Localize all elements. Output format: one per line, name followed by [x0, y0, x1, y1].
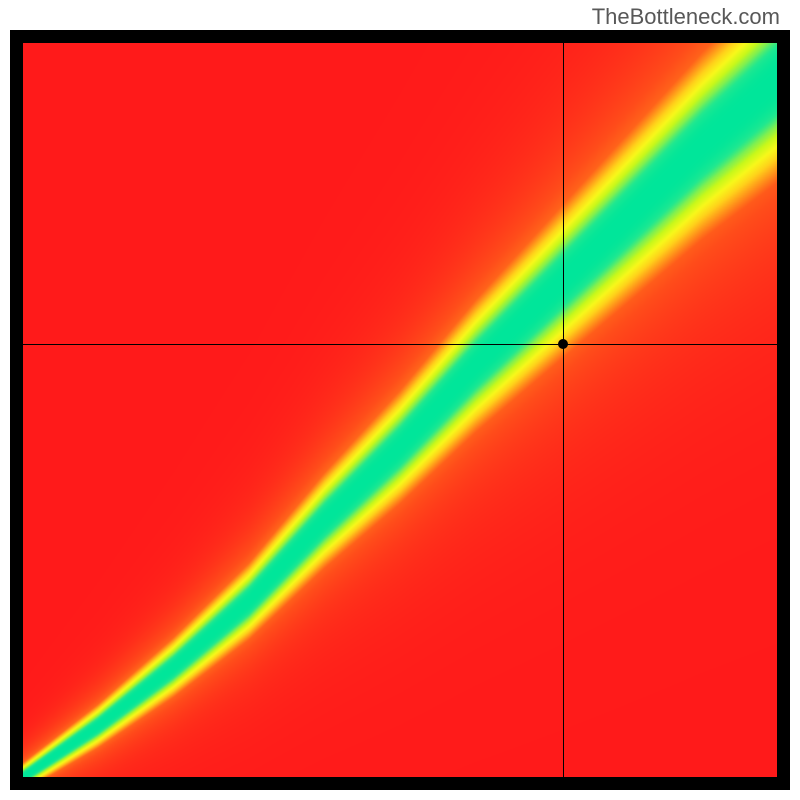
attribution-watermark: TheBottleneck.com [592, 4, 780, 30]
crosshair-vertical [563, 42, 564, 778]
plot-area [22, 42, 778, 778]
data-marker [558, 339, 568, 349]
chart-outer-frame [10, 30, 790, 790]
heatmap-canvas [22, 42, 778, 778]
crosshair-horizontal [22, 344, 778, 345]
chart-container: TheBottleneck.com [0, 0, 800, 800]
